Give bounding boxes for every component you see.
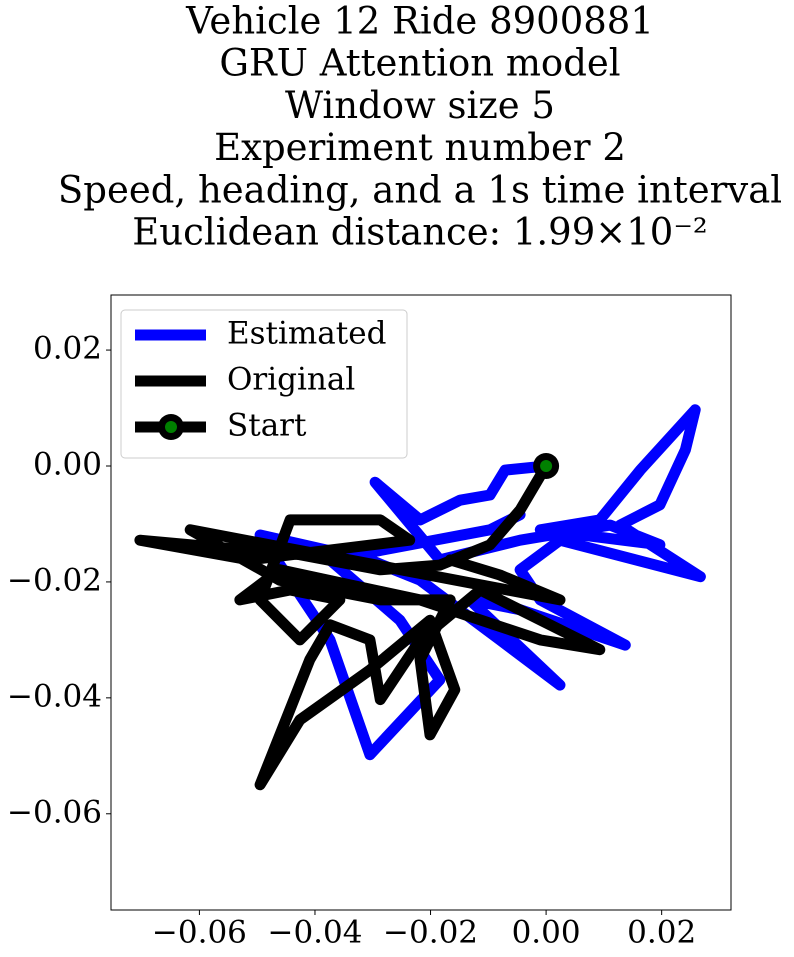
legend-label: Original	[227, 362, 355, 398]
y-tick-label: −0.04	[7, 678, 102, 714]
start-marker-center	[540, 459, 553, 472]
y-tick-label: 0.02	[33, 331, 102, 367]
legend-label: Estimated	[227, 316, 386, 352]
x-tick-label: −0.02	[383, 915, 478, 951]
trajectory-line	[254, 404, 706, 761]
y-tick-label: 0.00	[33, 446, 102, 482]
legend-box	[120, 309, 408, 459]
x-tick-label: 0.00	[512, 915, 581, 951]
chart-title: Window size 5	[285, 84, 555, 127]
y-tick-label: −0.06	[7, 794, 102, 830]
x-tick-label: 0.02	[627, 915, 696, 951]
plot-area	[134, 404, 706, 791]
chart-title: GRU Attention model	[219, 42, 620, 85]
chart-title: Experiment number 2	[214, 126, 626, 169]
chart-title: Speed, heading, and a 1s time interval	[58, 168, 782, 211]
legend-marker-center	[165, 421, 177, 433]
axes-frame	[110, 294, 732, 911]
trajectory-line	[134, 460, 606, 791]
chart-title: Vehicle 12 Ride 8900881	[185, 0, 654, 43]
y-tick-label: −0.02	[7, 562, 102, 598]
legend-label: Start	[227, 408, 307, 444]
chart-title: Euclidean distance: 1.99×10⁻²	[132, 211, 707, 254]
x-tick-label: −0.06	[152, 915, 247, 951]
x-tick-label: −0.04	[267, 915, 362, 951]
